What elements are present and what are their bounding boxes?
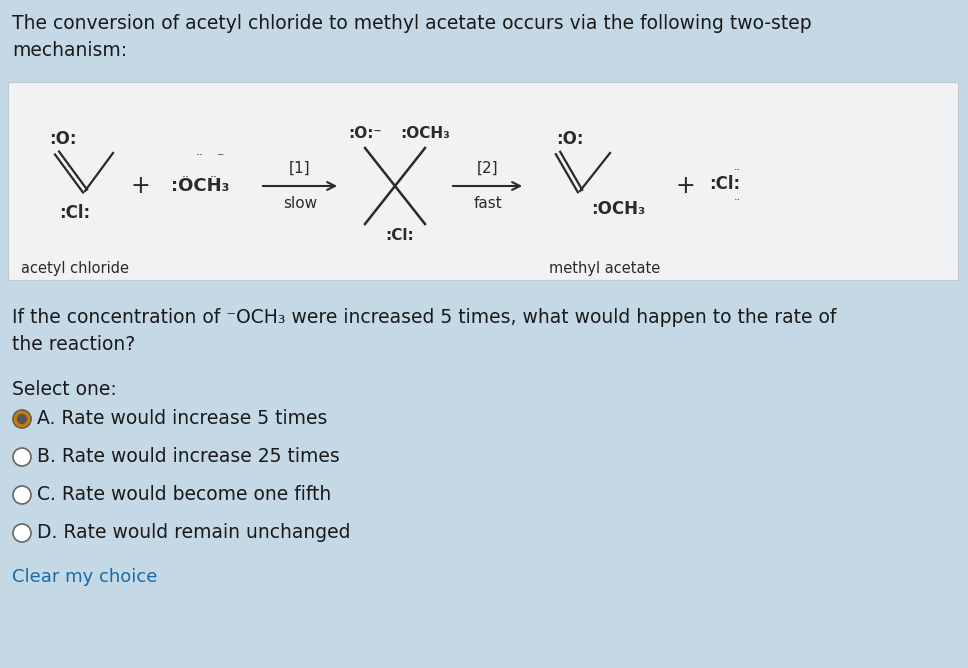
Text: acetyl chloride: acetyl chloride (21, 261, 129, 275)
Text: :Cl:: :Cl: (385, 228, 414, 244)
Circle shape (13, 448, 31, 466)
Text: D. Rate would remain unchanged: D. Rate would remain unchanged (37, 524, 350, 542)
Text: :O:⁻: :O:⁻ (348, 126, 381, 142)
Text: ··: ·· (734, 195, 741, 205)
Text: methyl acetate: methyl acetate (550, 261, 660, 275)
Circle shape (13, 524, 31, 542)
FancyBboxPatch shape (8, 82, 958, 280)
Text: ⁻: ⁻ (216, 151, 224, 165)
Text: [1]: [1] (289, 160, 311, 176)
Text: ··: ·· (210, 172, 218, 184)
Circle shape (13, 410, 31, 428)
Text: :Cl:: :Cl: (710, 175, 741, 193)
Circle shape (17, 415, 26, 424)
Text: B. Rate would increase 25 times: B. Rate would increase 25 times (37, 448, 340, 466)
Text: :O:: :O: (49, 130, 76, 148)
Text: If the concentration of ⁻OCH₃ were increased 5 times, what would happen to the r: If the concentration of ⁻OCH₃ were incre… (12, 308, 836, 354)
Text: The conversion of acetyl chloride to methyl acetate occurs via the following two: The conversion of acetyl chloride to met… (12, 14, 811, 60)
Text: :OCH₃: :OCH₃ (400, 126, 450, 142)
Text: :Cl:: :Cl: (59, 204, 91, 222)
Text: ··: ·· (734, 165, 741, 175)
Text: A. Rate would increase 5 times: A. Rate would increase 5 times (37, 409, 327, 428)
Text: :OCH₃: :OCH₃ (170, 177, 229, 195)
Text: +: + (675, 174, 695, 198)
Text: ··: ·· (182, 172, 190, 184)
Text: [2]: [2] (476, 160, 499, 176)
Text: :O:: :O: (557, 130, 584, 148)
Circle shape (13, 486, 31, 504)
Text: C. Rate would become one fifth: C. Rate would become one fifth (37, 486, 331, 504)
Text: :OCH₃: :OCH₃ (590, 200, 645, 218)
Text: ··: ·· (196, 150, 204, 162)
Text: slow: slow (283, 196, 318, 212)
Text: fast: fast (473, 196, 501, 212)
Text: Select one:: Select one: (12, 380, 117, 399)
Text: +: + (130, 174, 150, 198)
Text: Clear my choice: Clear my choice (12, 568, 158, 586)
